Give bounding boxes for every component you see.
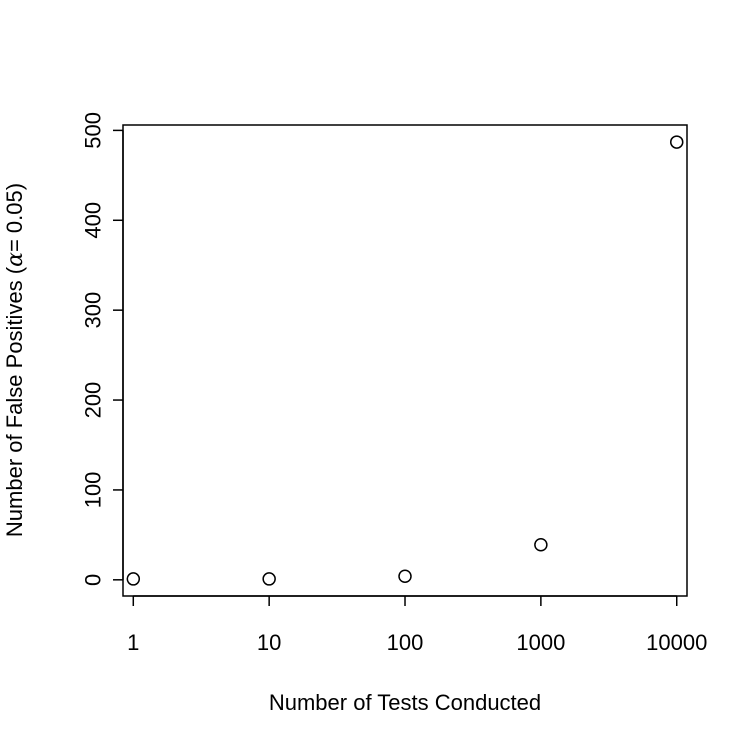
x-tick-label: 100 xyxy=(387,630,424,655)
y-tick-label: 300 xyxy=(81,292,106,329)
y-axis-title-prefix: Number of False Positives ( xyxy=(2,266,27,537)
x-axis: 1 10 100 1000 10000 xyxy=(127,595,707,655)
data-point xyxy=(262,572,276,586)
alpha-symbol: α xyxy=(3,252,28,267)
y-tick-label: 0 xyxy=(81,574,106,586)
y-tick-label: 100 xyxy=(81,472,106,509)
plot-frame xyxy=(122,124,688,597)
y-axis: 0 100 200 300 400 500 xyxy=(81,112,124,586)
x-axis-title: Number of Tests Conducted xyxy=(269,690,541,715)
data-point xyxy=(534,538,548,552)
data-point xyxy=(669,135,684,149)
y-axis-title: Number of False Positives (α= 0.05) xyxy=(2,183,28,537)
y-tick-label: 200 xyxy=(81,382,106,419)
data-point xyxy=(126,572,141,586)
x-tick-label: 10000 xyxy=(646,630,707,655)
data-point xyxy=(398,569,412,583)
y-tick-label: 500 xyxy=(81,112,106,149)
data-points xyxy=(126,135,684,586)
x-tick-label: 1 xyxy=(127,630,139,655)
x-tick-label: 10 xyxy=(257,630,281,655)
x-tick-label: 1000 xyxy=(516,630,565,655)
y-axis-title-suffix: = 0.05) xyxy=(2,183,27,252)
y-tick-label: 400 xyxy=(81,202,106,239)
